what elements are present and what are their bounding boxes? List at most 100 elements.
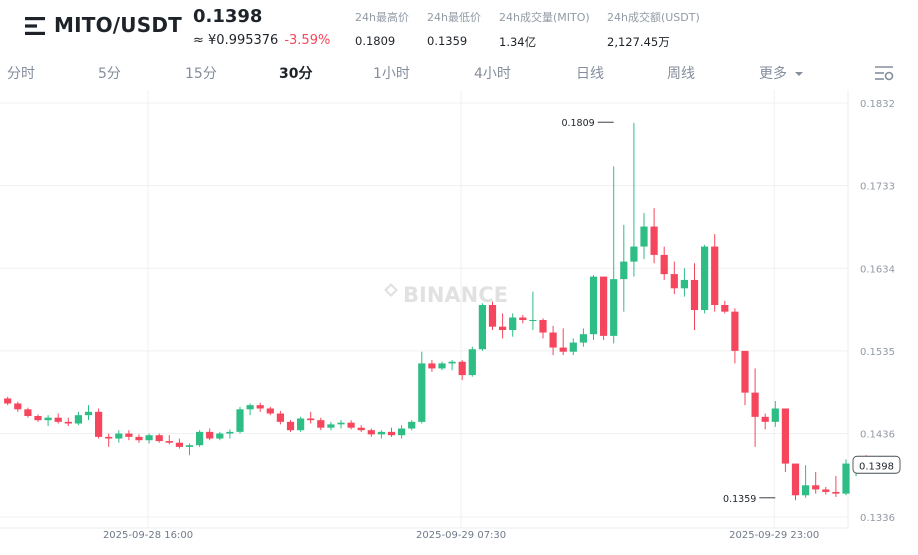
candle-body: [610, 279, 618, 336]
candle-body: [761, 416, 769, 422]
candle-body: [579, 334, 587, 343]
pair-title[interactable]: MITO/USDT: [54, 13, 182, 37]
watermark: BINANCE: [384, 283, 508, 307]
candle-body: [549, 332, 557, 348]
candle-body: [24, 409, 32, 417]
tab-more[interactable]: 更多: [759, 63, 804, 83]
tab-30m[interactable]: 30分: [279, 66, 313, 82]
candle-body: [448, 361, 456, 364]
candle-body: [589, 276, 598, 335]
candle-body: [54, 417, 62, 422]
candle-body: [135, 436, 143, 441]
candle-body: [84, 411, 93, 416]
tab-1h[interactable]: 1小时: [373, 66, 410, 82]
candle-body: [428, 363, 436, 369]
candle-body: [327, 424, 335, 428]
candle-body: [95, 411, 103, 437]
tab-1d[interactable]: 日线: [576, 66, 604, 82]
candle-body: [266, 408, 274, 414]
candle-body: [569, 342, 577, 352]
candle-body: [791, 463, 800, 496]
chart-settings-icon[interactable]: [874, 64, 894, 82]
candlestick-chart[interactable]: 0.1832 0.1733 0.1634 0.1535 0.1436 0.1336 2025…: [0, 88, 918, 555]
x-tick-label: 2025-09-29 23:00: [729, 530, 819, 541]
y-tick-label: 0.1832: [860, 99, 895, 110]
candle-body: [711, 246, 719, 305]
stat-label: 24h成交量(MITO): [499, 11, 590, 24]
candle-body: [509, 317, 517, 331]
price-change: -3.59%: [284, 33, 331, 48]
candle-body: [246, 405, 254, 410]
candle-body: [832, 491, 840, 494]
logo-icon: [25, 17, 45, 35]
candle-body: [357, 427, 365, 431]
stat-value: 2,127.45万: [607, 35, 670, 49]
candle-body: [670, 274, 678, 289]
last-price-label: 0.1398: [859, 461, 894, 472]
tab-more-label: 更多: [759, 66, 787, 82]
last-price-tag: [852, 455, 901, 474]
candle-body: [842, 463, 850, 494]
candle-body: [539, 320, 547, 333]
y-tick-label: 0.1336: [860, 513, 895, 524]
candle-body: [600, 276, 608, 336]
candle-body: [398, 428, 406, 436]
tab-1w[interactable]: 周线: [667, 66, 695, 82]
x-tick-label: 2025-09-28 16:00: [103, 530, 193, 541]
stat-turnover: 24h成交额(USDT) 2,127.45万: [607, 9, 700, 50]
candle-body: [4, 398, 12, 404]
stat-label: 24h最低价: [427, 11, 481, 24]
candle-body: [488, 304, 497, 327]
candle-body: [206, 431, 214, 439]
stat-high: 24h最高价 0.1809: [355, 9, 409, 48]
candle-body: [216, 433, 224, 439]
stat-label: 24h成交额(USDT): [607, 11, 700, 24]
y-tick-label: 0.1733: [860, 182, 895, 193]
ticker-header: MITO/USDT 0.1398 ≈ ¥0.995376 -3.59% 24h最高…: [0, 0, 918, 55]
interval-tabs: 分时 5分 15分 30分 1小时 4小时 日线 周线 更多: [0, 58, 918, 86]
stat-value: 1.34亿: [499, 35, 537, 49]
tab-time[interactable]: 分时: [7, 66, 35, 82]
candle-body: [559, 347, 567, 352]
watermark-text: BINANCE: [403, 283, 508, 307]
candle-body: [771, 408, 779, 422]
stat-value: 0.1359: [427, 34, 468, 48]
candle-body: [236, 409, 244, 432]
candle-body: [822, 489, 830, 492]
tab-5m[interactable]: 5分: [98, 66, 121, 82]
candle-body: [196, 431, 204, 446]
candle-body: [44, 417, 52, 421]
candle-body: [125, 433, 133, 437]
candle-body: [367, 430, 375, 435]
candle-body: [731, 311, 739, 351]
tab-15m[interactable]: 15分: [185, 66, 217, 82]
candle-body: [660, 254, 668, 275]
candle-body: [317, 420, 325, 428]
y-tick-label: 0.1436: [860, 430, 895, 441]
stat-label: 24h最高价: [355, 11, 409, 24]
candle-body: [458, 361, 466, 376]
candle-body: [337, 422, 345, 425]
candle-body: [529, 320, 537, 322]
candle-body: [438, 363, 446, 369]
candle-body: [64, 421, 72, 424]
candle-body: [680, 279, 688, 289]
price-cny: ≈ ¥0.995376: [193, 33, 279, 48]
candle-body: [377, 431, 385, 435]
candle-body: [620, 261, 628, 280]
chevron-down-icon: [795, 72, 804, 76]
candle-body: [812, 485, 820, 490]
candle-body: [297, 418, 305, 431]
candle-body: [418, 363, 426, 422]
stat-low: 24h最低价 0.1359: [427, 9, 481, 48]
tab-4h[interactable]: 4小时: [474, 66, 511, 82]
candle-body: [468, 349, 476, 376]
candle-body: [14, 403, 22, 410]
candle-body: [286, 421, 295, 431]
price-sub: ≈ ¥0.995376 -3.59%: [193, 33, 330, 48]
y-tick-label: 0.1634: [860, 264, 895, 275]
candle-body: [34, 416, 42, 421]
candle-body: [185, 445, 194, 447]
candle-body: [741, 350, 749, 393]
candle-body: [276, 413, 284, 422]
